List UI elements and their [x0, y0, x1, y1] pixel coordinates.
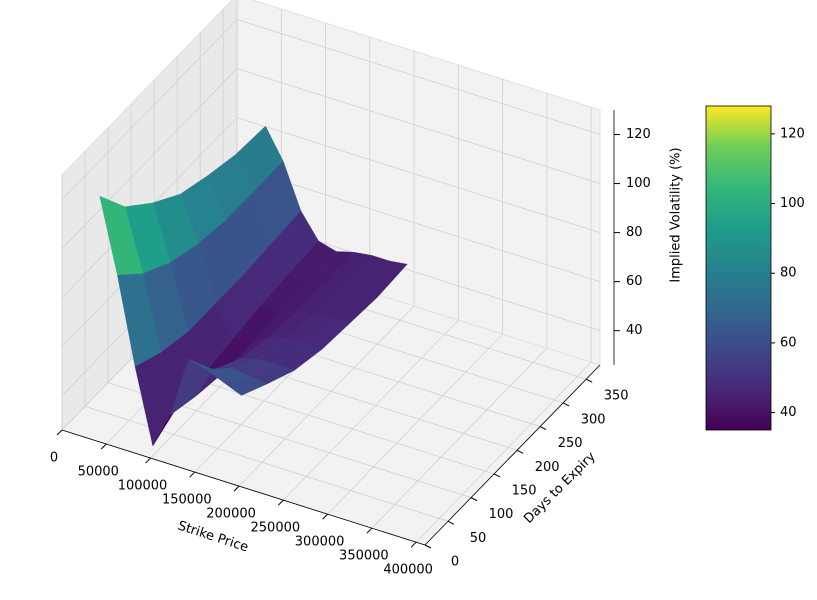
x-tick [366, 527, 373, 534]
x-tick-label: 250000 [251, 521, 301, 536]
x-tick-label: 50000 [78, 465, 119, 480]
z-tick-label: 60 [626, 274, 643, 289]
x-tick-label: 0 [50, 451, 58, 466]
x-tick-label: 300000 [295, 535, 345, 550]
colorbar-tick-label: 60 [780, 335, 797, 350]
x-tick [189, 471, 196, 478]
y-tick-label: 250 [558, 436, 583, 451]
grid-line [283, 319, 459, 501]
grid-line [327, 333, 503, 515]
x-tick-label: 400000 [383, 563, 433, 578]
y-tick [424, 544, 432, 549]
x-axis-title: Strike Price [176, 519, 250, 556]
y-tick [447, 520, 455, 525]
x-tick-label: 200000 [206, 507, 256, 522]
x-tick [277, 499, 284, 506]
z-tick-label: 40 [626, 323, 643, 338]
grid-line [415, 361, 592, 543]
surface-cell [223, 375, 268, 396]
grid-line [61, 19, 238, 200]
grid-line [238, 305, 415, 487]
grid-line [61, 68, 238, 249]
y-tick [585, 378, 593, 383]
y-tick [562, 402, 570, 407]
grid-line [371, 347, 548, 529]
colorbar-tick-label: 100 [780, 196, 805, 211]
y-tick-label: 150 [512, 483, 537, 498]
x-tick-label: 350000 [339, 549, 389, 564]
colorbar-tick-label: 80 [780, 266, 797, 281]
z-tick-label: 100 [626, 176, 651, 191]
x-tick [145, 457, 151, 464]
y-tick-label: 50 [470, 531, 487, 546]
x-tick-label: 150000 [162, 493, 212, 508]
y-tick [539, 426, 547, 431]
colorbar [705, 105, 772, 431]
grid-line [236, 19, 601, 135]
z-tick-label: 80 [626, 225, 643, 240]
y-tick [516, 449, 524, 454]
y-tick-label: 100 [489, 507, 514, 522]
x-tick [410, 541, 417, 548]
grid-line [236, 166, 601, 283]
x-tick [100, 443, 107, 450]
z-axis-title: Implied Volatility (%) [669, 147, 684, 282]
axis-line [61, 429, 426, 546]
colorbar-tick-label: 40 [780, 405, 797, 420]
grid-line [236, 68, 601, 184]
y-tick-label: 300 [581, 412, 606, 427]
y-tick-label: 0 [451, 555, 459, 570]
x-tick [322, 513, 328, 520]
y-tick-label: 350 [604, 389, 629, 404]
x-tick-label: 100000 [118, 479, 168, 494]
y-tick [470, 497, 478, 502]
y-tick [493, 473, 501, 478]
axis-line [424, 364, 601, 546]
colorbar-tick-label: 120 [780, 126, 805, 141]
grid-line [236, 117, 601, 233]
x-tick [56, 429, 63, 436]
x-tick [233, 485, 240, 492]
z-tick-label: 120 [626, 127, 651, 142]
grid-line [84, 405, 449, 522]
y-tick-label: 200 [535, 460, 560, 475]
